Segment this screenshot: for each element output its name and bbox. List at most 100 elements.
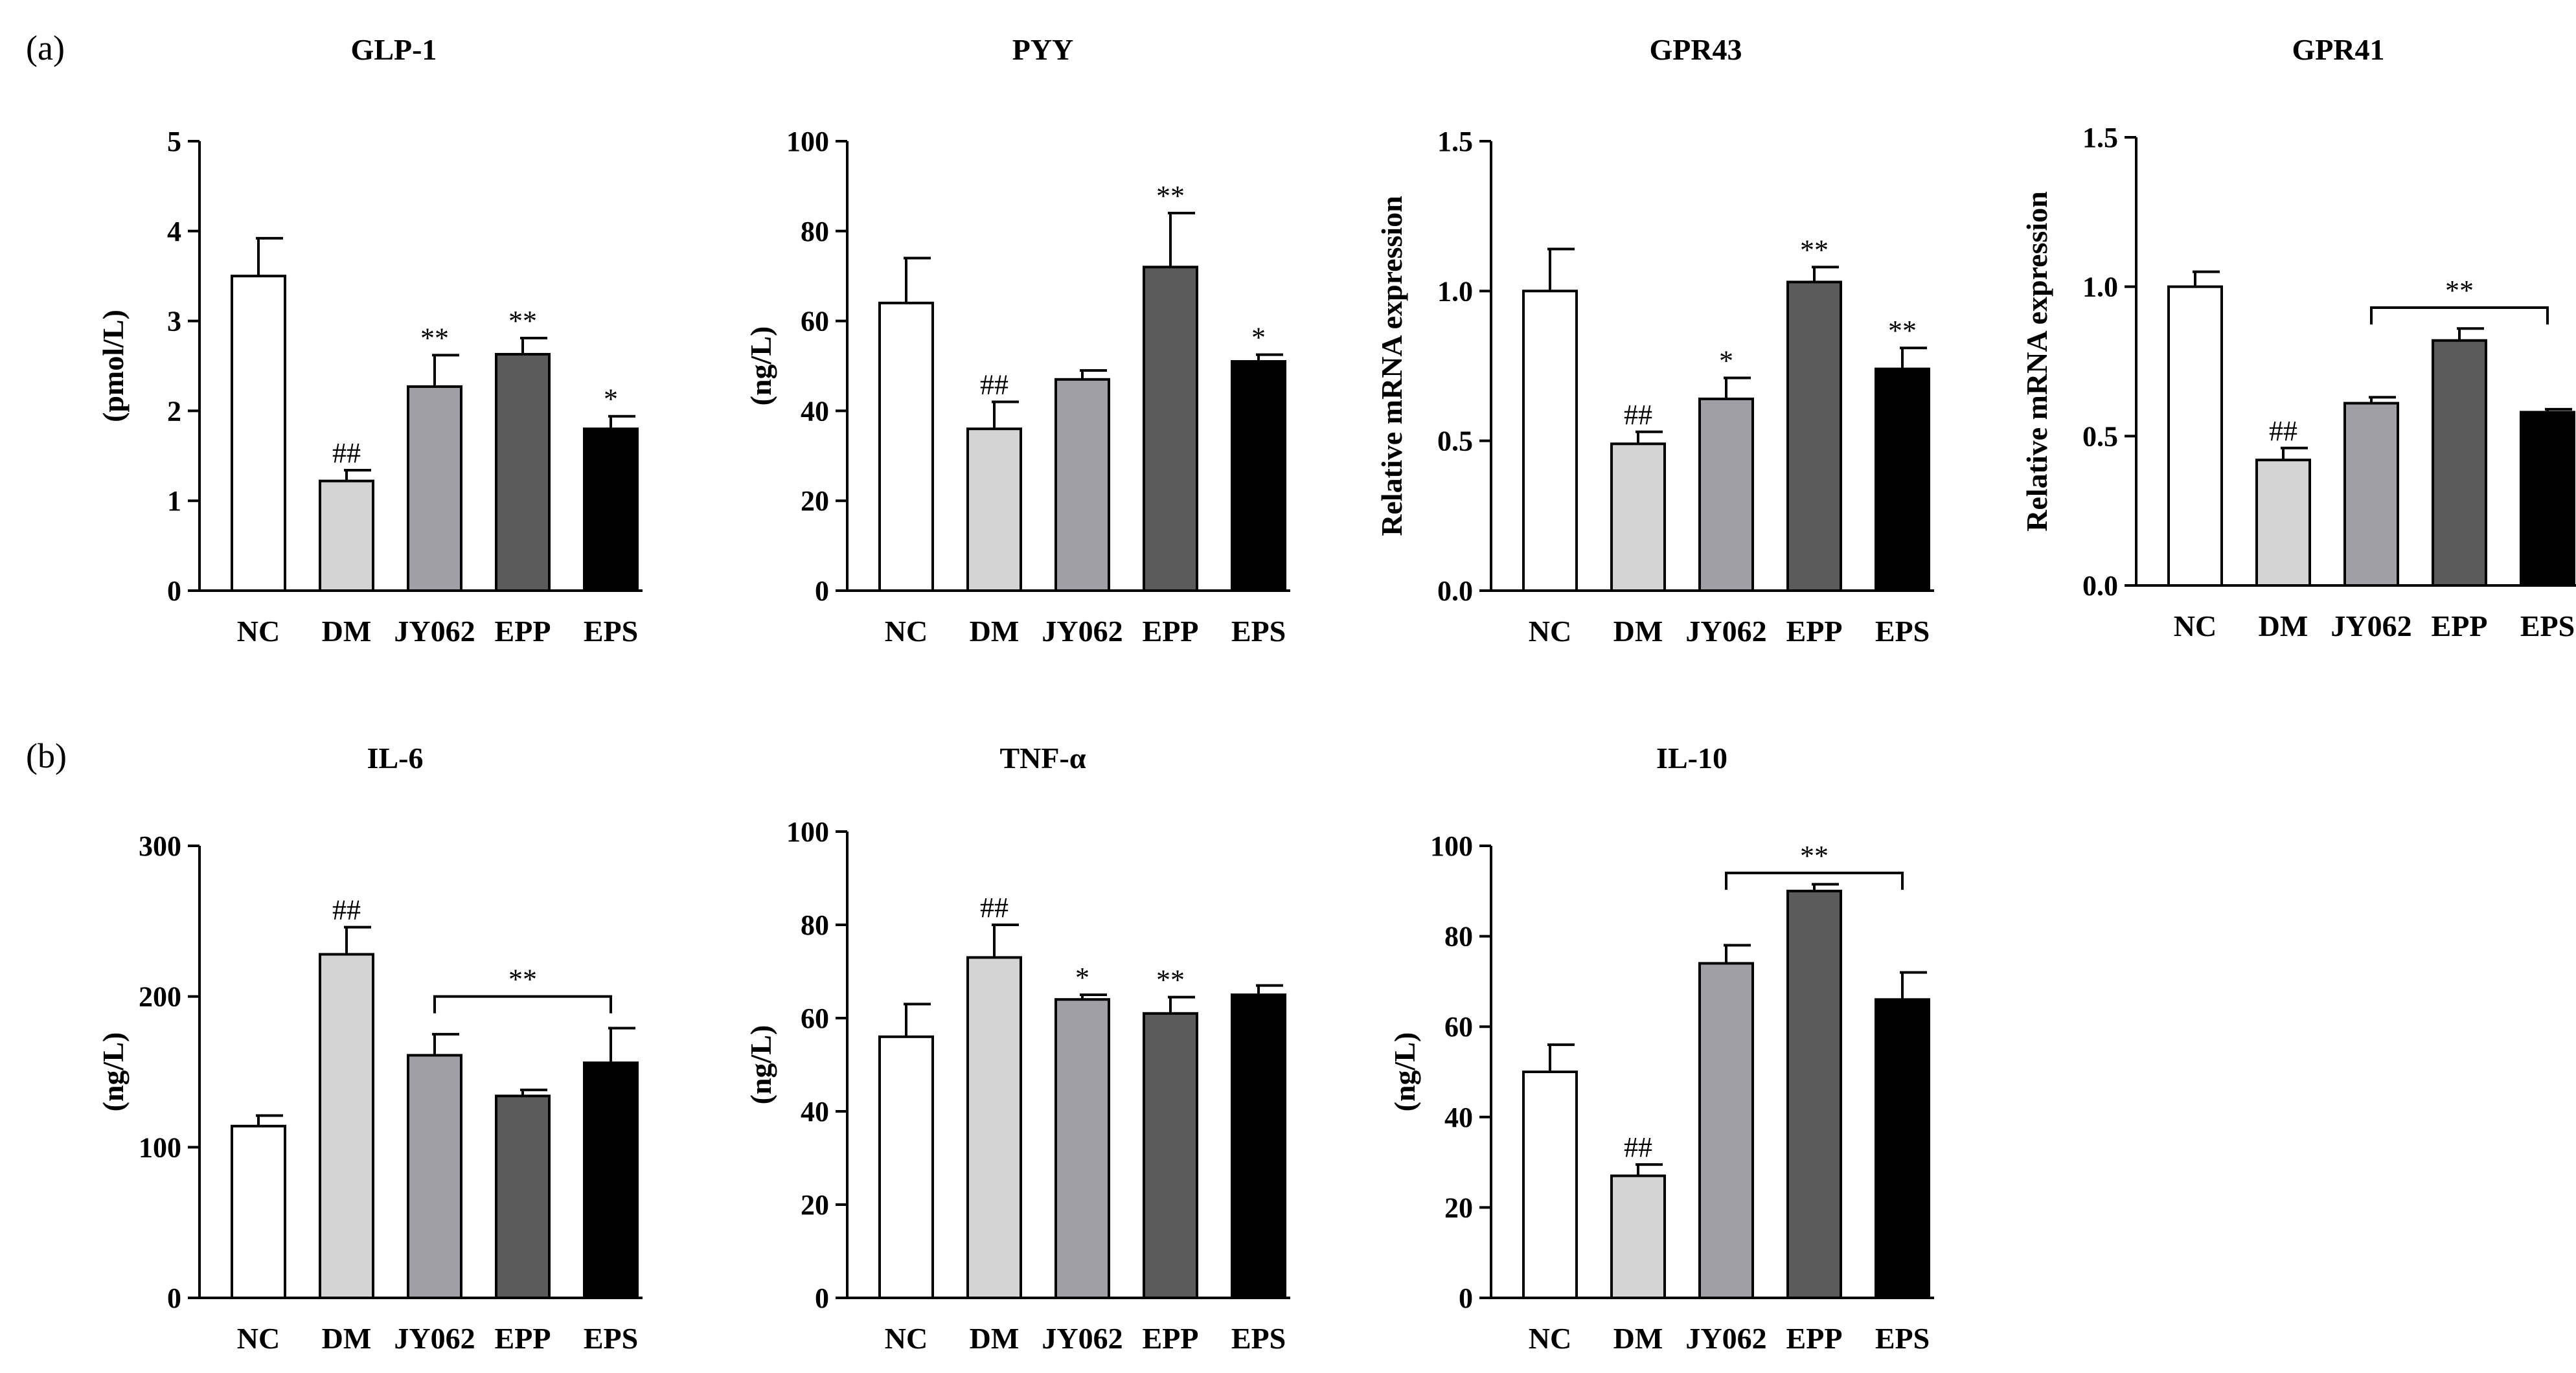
bar-jy062 bbox=[1054, 998, 1110, 1299]
bar-dm bbox=[319, 953, 374, 1299]
category-label: DM bbox=[2259, 609, 2308, 642]
category-label: EPS bbox=[584, 1322, 638, 1355]
category-label: NC bbox=[237, 615, 280, 648]
bracket-label: ** bbox=[1800, 840, 1829, 872]
category-label: EPP bbox=[495, 1322, 551, 1355]
bar-jy062 bbox=[407, 1054, 462, 1299]
y-tick-label: 1.0 bbox=[2082, 271, 2118, 303]
y-tick-label: 100 bbox=[786, 816, 829, 848]
y-axis-label: (ng/L) bbox=[1388, 1032, 1421, 1112]
bar-eps bbox=[1231, 993, 1286, 1299]
y-tick-label: 0 bbox=[815, 1282, 829, 1314]
y-tick-label: 20 bbox=[801, 485, 829, 517]
chart-glp-1: GLP-1 0 1 2 3 4 5 (pmol/L) NC DM ## JY062 ** EPP ** EPS… bbox=[97, 33, 643, 648]
category-label: DM bbox=[322, 615, 372, 648]
category-label: JY062 bbox=[1042, 615, 1123, 648]
chart-title: IL-6 bbox=[367, 742, 424, 775]
y-tick-label: 0.5 bbox=[2082, 420, 2118, 452]
y-tick-label: 40 bbox=[1444, 1102, 1473, 1133]
bar-eps bbox=[583, 1061, 639, 1300]
significance-star: ** bbox=[420, 322, 449, 354]
chart-gpr41: GPR41 0.0 0.5 1.0 1.5 Relative mRNA expressio… bbox=[2020, 33, 2576, 642]
significance-star: ** bbox=[1156, 964, 1185, 996]
y-tick-label: 0 bbox=[167, 575, 181, 607]
bar-dm bbox=[1610, 442, 1666, 592]
y-tick-label: 60 bbox=[1444, 1011, 1473, 1043]
y-tick-label: 0.0 bbox=[2082, 570, 2118, 602]
bar-jy062 bbox=[1054, 378, 1110, 592]
chart-title: TNF-α bbox=[1000, 742, 1086, 775]
significance-star: * bbox=[1251, 322, 1266, 354]
chart-title: PYY bbox=[1012, 33, 1074, 66]
significance-star: ** bbox=[1800, 234, 1829, 266]
category-label: EPS bbox=[1231, 1322, 1286, 1355]
significance-bracket bbox=[1725, 871, 1904, 890]
bar-eps bbox=[1875, 998, 1930, 1299]
significance-hash: ## bbox=[332, 437, 361, 469]
category-label: JY062 bbox=[2331, 609, 2411, 642]
category-label: DM bbox=[970, 1322, 1020, 1355]
y-axis-label: (ng/L) bbox=[97, 1032, 130, 1112]
bar-dm bbox=[319, 479, 374, 592]
chart-title: IL-10 bbox=[1656, 742, 1727, 775]
y-axis-label: (ng/L) bbox=[744, 326, 777, 406]
category-label: EPS bbox=[1231, 615, 1286, 648]
category-label: NC bbox=[885, 615, 928, 648]
bar-dm bbox=[2255, 459, 2311, 587]
y-tick-label: 2 bbox=[167, 395, 181, 427]
bracket-label: ** bbox=[508, 964, 537, 995]
bar-dm bbox=[966, 427, 1022, 592]
bar-dm bbox=[1610, 1174, 1666, 1300]
category-label: DM bbox=[322, 1322, 372, 1355]
significance-star: ** bbox=[1888, 315, 1917, 346]
chart-title: GLP-1 bbox=[351, 33, 437, 66]
significance-hash: ## bbox=[1624, 1131, 1652, 1163]
panel-letter-a: (a) bbox=[26, 28, 65, 67]
bar-epp bbox=[1143, 1012, 1198, 1300]
category-label: JY062 bbox=[394, 1322, 475, 1355]
significance-star: * bbox=[1075, 962, 1089, 993]
bar-nc bbox=[2167, 285, 2223, 587]
y-axis-label: Relative mRNA expression bbox=[2020, 191, 2053, 532]
category-label: NC bbox=[885, 1322, 928, 1355]
significance-star: * bbox=[604, 383, 618, 415]
category-label: EPS bbox=[2520, 609, 2575, 642]
category-label: EPP bbox=[495, 615, 551, 648]
category-label: JY062 bbox=[1042, 1322, 1123, 1355]
category-label: EPP bbox=[2432, 609, 2488, 642]
bar-nc bbox=[878, 301, 934, 592]
chart-gpr43: GPR43 0.0 0.5 1.0 1.5 Relative mRNA expressio… bbox=[1375, 33, 1934, 648]
bar-jy062 bbox=[1698, 962, 1754, 1299]
y-tick-label: 100 bbox=[786, 126, 829, 157]
y-tick-label: 0.0 bbox=[1437, 575, 1473, 607]
category-label: NC bbox=[2174, 609, 2217, 642]
chart-tnf-: TNF-α 0 20 40 60 80 100 (ng/L) NC DM ## JY062 * EPP **… bbox=[744, 742, 1290, 1355]
y-tick-label: 200 bbox=[139, 981, 181, 1013]
category-label: NC bbox=[237, 1322, 280, 1355]
y-tick-label: 0 bbox=[815, 575, 829, 607]
category-label: NC bbox=[1529, 1322, 1571, 1355]
chart-il-6: IL-6 0 100 200 300 (ng/L) NC DM ## JY062 EPP EPS ** bbox=[97, 742, 643, 1355]
chart-pyy: PYY 0 20 40 60 80 100 (ng/L) NC DM ## JY062 EPP ** EPS… bbox=[744, 33, 1290, 648]
category-label: JY062 bbox=[394, 615, 475, 648]
category-label: DM bbox=[1613, 615, 1663, 648]
bar-eps bbox=[2520, 411, 2575, 587]
y-tick-label: 1.0 bbox=[1437, 275, 1473, 307]
bar-nc bbox=[1522, 1071, 1578, 1299]
y-tick-label: 20 bbox=[801, 1189, 829, 1221]
bar-nc bbox=[878, 1035, 934, 1300]
y-tick-label: 1.5 bbox=[2082, 122, 2118, 153]
category-label: EPS bbox=[1875, 615, 1930, 648]
significance-hash: ## bbox=[980, 369, 1009, 401]
bar-eps bbox=[1231, 360, 1286, 592]
y-tick-label: 80 bbox=[1444, 921, 1473, 953]
bar-epp bbox=[1786, 280, 1842, 592]
y-tick-label: 0 bbox=[1459, 1282, 1473, 1314]
category-label: DM bbox=[970, 615, 1020, 648]
bar-epp bbox=[1786, 889, 1842, 1300]
significance-bracket bbox=[433, 995, 612, 1014]
y-tick-label: 1.5 bbox=[1437, 126, 1473, 157]
y-tick-label: 40 bbox=[801, 1096, 829, 1128]
y-tick-label: 0 bbox=[167, 1282, 181, 1314]
